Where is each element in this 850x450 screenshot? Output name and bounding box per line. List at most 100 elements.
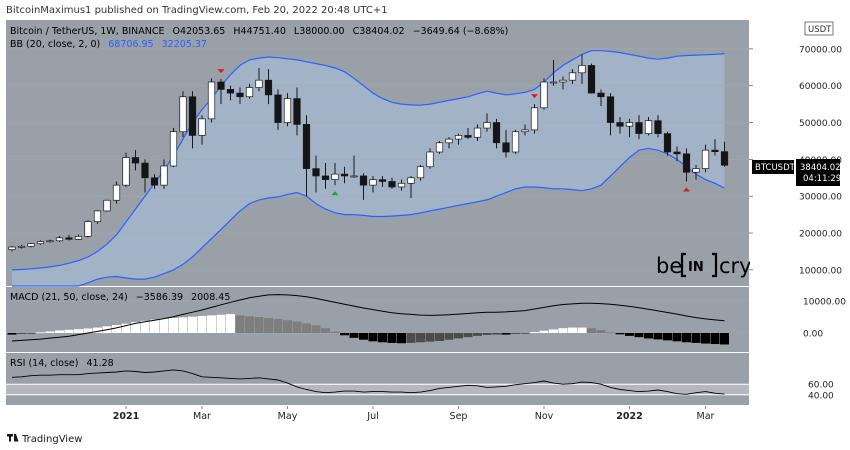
candle-body-up: [483, 122, 491, 129]
tradingview-footer[interactable]: TradingView: [7, 434, 82, 445]
macd-histogram-bar: [302, 323, 311, 333]
macd-histogram: [7, 314, 729, 345]
macd-signal-value: 2008.45: [191, 292, 230, 303]
candle-body-down: [359, 175, 368, 186]
candle: [255, 68, 263, 92]
candle: [340, 166, 349, 184]
candle-body-up: [36, 241, 45, 245]
candle-body-up: [255, 79, 263, 88]
candle-body-down: [616, 122, 624, 127]
rsi-label: RSI (14, close): [10, 358, 78, 369]
candle: [397, 179, 406, 191]
bollinger-band-fill: [12, 50, 725, 287]
candle: [587, 63, 596, 94]
macd-histogram-bar: [596, 330, 606, 333]
bb-upper-value: 68706.95: [108, 39, 153, 50]
candle: [27, 242, 35, 248]
candle: [274, 89, 282, 130]
candle-body-down: [606, 96, 615, 123]
macd-histogram-bar: [159, 318, 169, 333]
buy-marker-icon: [331, 191, 339, 196]
macd-histogram-bar: [17, 333, 26, 334]
candle: [540, 78, 548, 110]
candle: [407, 175, 415, 199]
price-grid: [6, 48, 749, 271]
macd-histogram-bar: [644, 333, 653, 339]
candle-body-down: [682, 153, 691, 173]
candle: [93, 210, 102, 224]
price-axis-background: [750, 20, 850, 406]
candle-body-down: [464, 135, 472, 138]
candle: [160, 159, 168, 189]
macd-histogram-bar: [682, 333, 691, 343]
macd-histogram-bar: [701, 333, 710, 344]
candle: [8, 245, 16, 252]
candle-body-up: [397, 182, 406, 188]
candle: [207, 78, 216, 123]
candle: [55, 235, 64, 242]
macd-label: MACD (21, 50, close, 24): [10, 292, 128, 303]
candle: [635, 115, 643, 140]
candle-body-up: [74, 235, 83, 240]
candle: [179, 91, 187, 138]
macd-histogram-bar: [549, 329, 558, 333]
macd-histogram-bar: [93, 327, 102, 333]
macd-histogram-bar: [131, 322, 140, 333]
candle-body-up: [8, 246, 16, 250]
macd-histogram-bar: [720, 333, 729, 345]
macd-histogram-bar: [359, 333, 368, 340]
macd-histogram-bar: [397, 333, 406, 344]
price-badge-value: 38404.02: [800, 163, 841, 173]
candle-body-up: [283, 98, 292, 123]
bollinger-upper-line: [11, 50, 725, 271]
candle: [692, 164, 700, 180]
candle-body-down: [65, 237, 73, 240]
time-axis-label: Mar: [697, 411, 715, 422]
macd-histogram-bar: [378, 333, 387, 343]
macd-legend: MACD (21, 50, close, 24) −3586.39 2008.4…: [10, 292, 230, 303]
time-axis-label: Jul: [366, 411, 378, 422]
signal-markers: [217, 69, 690, 196]
candle: [483, 113, 491, 132]
candle: [17, 244, 26, 249]
macd-histogram-bar: [625, 333, 634, 336]
candle-body-up: [103, 199, 111, 212]
macd-histogram-bar: [178, 317, 188, 333]
macd-histogram-bar: [26, 333, 36, 334]
candle-body-up: [454, 135, 463, 140]
candle: [283, 93, 292, 127]
macd-histogram-bar: [530, 332, 539, 333]
candle: [217, 79, 225, 105]
price-axis-label: 70000.00: [799, 45, 842, 55]
price-axis-label: 60000.00: [799, 82, 842, 92]
macd-axis-label: 0.00: [803, 330, 823, 340]
candle: [711, 139, 719, 156]
macd-histogram-bar: [292, 321, 302, 333]
candle-body-down: [302, 124, 311, 169]
candle: [597, 89, 605, 106]
macd-axis-label: 10000.00: [803, 298, 846, 308]
ohlc-low: L38000.00: [294, 26, 345, 37]
candle: [568, 69, 577, 84]
macd-histogram-bar: [283, 320, 292, 333]
footer-brand: TradingView: [21, 434, 82, 445]
macd-histogram-bar: [64, 329, 74, 333]
candle: [369, 175, 377, 193]
candle-body-down: [340, 173, 349, 177]
macd-histogram-bar: [254, 317, 264, 333]
candle: [65, 234, 73, 241]
candle-body-up: [179, 96, 187, 133]
macd-histogram-bar: [387, 333, 397, 343]
candle-body-up: [530, 107, 539, 131]
candle-body-down: [293, 98, 301, 125]
candle-body-up: [521, 129, 529, 133]
candle: [236, 87, 244, 105]
candle-body-down: [188, 96, 197, 136]
candle: [454, 133, 463, 145]
rsi-line: [11, 369, 725, 395]
macd-histogram-bar: [710, 333, 720, 345]
macd-histogram-bar: [112, 325, 121, 333]
candle-body-up: [625, 122, 634, 127]
candle: [426, 148, 434, 169]
